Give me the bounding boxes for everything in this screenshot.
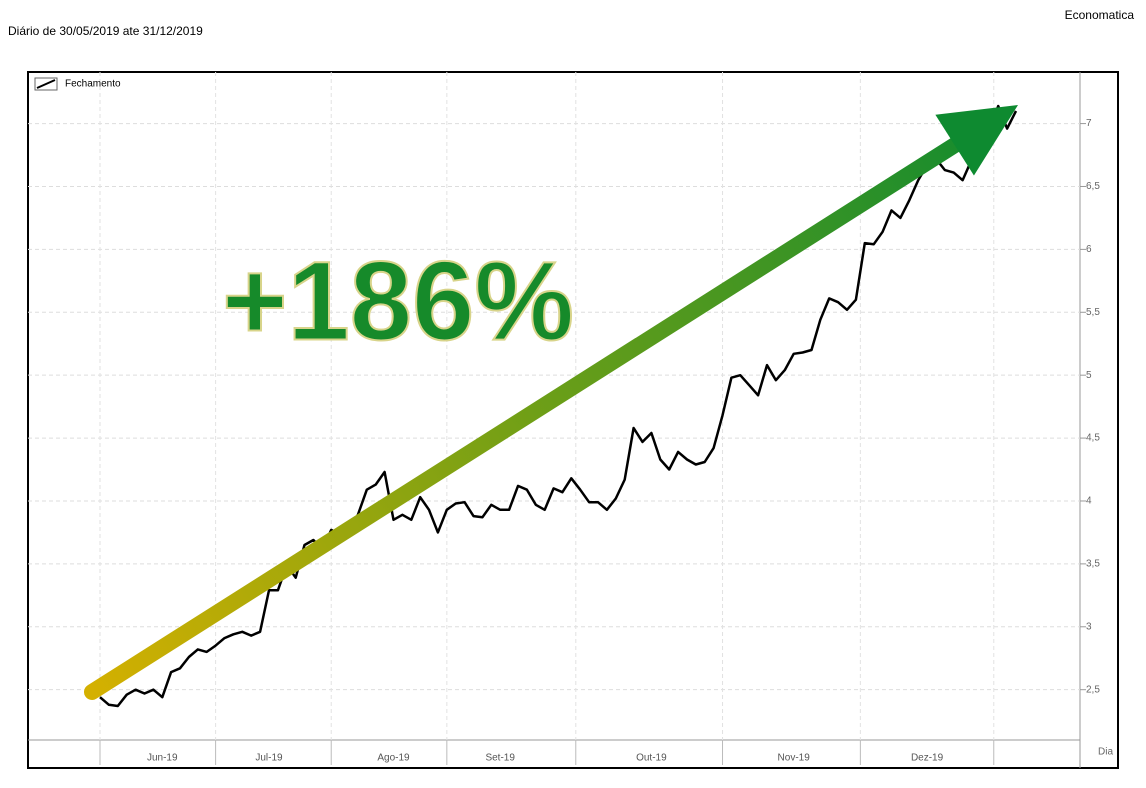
x-tick-label: Out-19: [636, 753, 667, 764]
y-tick-label: 5: [1086, 370, 1092, 381]
y-tick-label: 6: [1086, 244, 1092, 255]
y-tick-label: 5,5: [1086, 307, 1100, 318]
source: Economatica: [1065, 8, 1135, 22]
price-line: [99, 104, 1018, 708]
y-tick-label: 7: [1086, 118, 1092, 129]
y-tick-label: 3: [1086, 621, 1092, 632]
arrow-shaft: [84, 137, 963, 700]
x-tick-label: Dez-19: [911, 753, 944, 764]
x-tick-label: Jul-19: [255, 753, 283, 764]
legend: Fechamento: [34, 77, 121, 91]
legend-line: [36, 79, 56, 89]
x-tick-label: Jun-19: [147, 753, 178, 764]
annotation: +186%: [222, 239, 574, 364]
x-tick-label: Set-19: [485, 753, 515, 764]
y-tick-label: 2,5: [1086, 684, 1100, 695]
arrow-head: [935, 105, 1018, 176]
x-tick-label: Nov-19: [778, 753, 811, 764]
x-tick-label: Ago-19: [377, 753, 410, 764]
y-tick-label: 6,5: [1086, 181, 1100, 192]
x-axis-label: Dia: [1098, 747, 1113, 758]
subtitle: Diário de 30/05/2019 ate 31/12/2019: [8, 24, 203, 38]
y-tick-label: 4,5: [1086, 433, 1100, 444]
y-tick-label: 3,5: [1086, 559, 1100, 570]
y-tick-label: 4: [1086, 496, 1092, 507]
legend-swatch: [34, 77, 58, 91]
legend-label: Fechamento: [65, 79, 121, 90]
plot-frame: [27, 71, 1119, 769]
